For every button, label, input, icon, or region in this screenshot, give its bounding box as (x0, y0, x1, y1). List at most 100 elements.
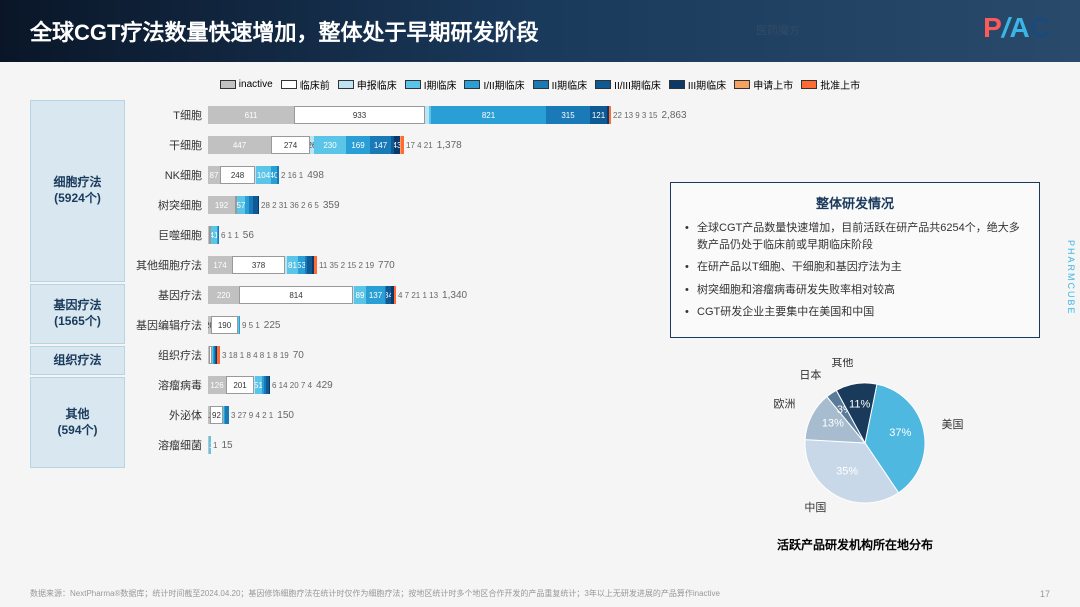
bar-segment: 137 (366, 286, 385, 304)
bar-segment (277, 166, 279, 184)
bar-segment: 126 (208, 376, 226, 394)
bar-total: 225 (264, 320, 281, 331)
legend-label: II期临床 (552, 77, 588, 92)
bar-segment: 447 (208, 136, 271, 154)
bar-segment (401, 136, 404, 154)
bar-tiny-labels: 4 7 21 1 13 (398, 291, 438, 300)
bar-segment: 87 (208, 166, 220, 184)
bar-tiny-labels: 2 16 1 (281, 171, 303, 180)
bar-total: 56 (243, 230, 254, 241)
bar-label: 干细胞 (133, 137, 208, 153)
bar-container: 3 18 1 8 4 8 1 8 19 70 (208, 346, 687, 364)
bar-row: 组织疗法 3 18 1 8 4 8 1 8 19 70 (133, 340, 687, 370)
bar-container: 12115 (208, 436, 687, 454)
legend-swatch (669, 80, 685, 89)
bar-tiny-labels: 9 5 1 (242, 321, 260, 330)
bar-segment: 169 (346, 136, 370, 154)
info-item: 树突细胞和溶瘤病毒研发失败率相对较高 (685, 282, 1025, 299)
footnote: 数据来源：NextPharma®数据库；统计时间截至2024.04.20；基因修… (30, 588, 720, 599)
legend-label: 临床前 (300, 77, 330, 92)
bar-segment: 220 (208, 286, 239, 304)
header: 全球CGT疗法数量快速增加，整体处于早期研发阶段 医药魔方 P/AC (0, 0, 1080, 62)
legend-label: III期临床 (688, 77, 726, 92)
bar-segment (239, 316, 240, 334)
bar-segment: 821 (431, 106, 546, 124)
pie-label: 中国 (804, 500, 826, 513)
bar-total: 15 (221, 440, 232, 451)
watermark: 医药魔方 (756, 22, 800, 38)
pie-label: 其他 (831, 358, 853, 369)
bar-container: 201909 5 1225 (208, 316, 687, 334)
bar-segment (217, 346, 220, 364)
bar-tiny-labels: 3 18 1 8 4 8 1 8 19 (222, 351, 289, 360)
bar-total: 1,378 (437, 140, 462, 151)
bar-segment: 230 (314, 136, 346, 154)
pie-chart: 37%美国35%中国13%欧洲3%日本11%其他 (715, 358, 995, 528)
bar-segment: 192 (208, 196, 235, 214)
bar-row: 其他细胞疗法174378815311 35 2 15 2 19770 (133, 250, 687, 280)
bar-segment: 51 (255, 376, 262, 394)
bar-container: 174378815311 35 2 15 2 19770 (208, 256, 687, 274)
info-item: 在研产品以T细胞、干细胞和基因疗法为主 (685, 259, 1025, 276)
bar-segment: 378 (232, 256, 285, 274)
bar-total: 770 (378, 260, 395, 271)
bar-tiny-labels: 3 27 9 4 2 1 (231, 411, 273, 420)
pie-label: 欧洲 (773, 397, 795, 410)
bar-row: 巨噬细胞416 1 156 (133, 220, 687, 250)
bar-segment: 92 (210, 406, 223, 424)
legend-swatch (464, 80, 480, 89)
bar-label: T细胞 (133, 107, 208, 123)
bar-total: 70 (293, 350, 304, 361)
bar-segment (609, 106, 611, 124)
bar-container: 61193382131512122 13 9 3 152,863 (208, 106, 687, 124)
bar-segment (269, 376, 270, 394)
info-item: 全球CGT产品数量快速增加，目前活跃在研产品共6254个，绝大多数产品仍处于临床… (685, 220, 1025, 253)
bar-segment: 611 (208, 106, 294, 124)
bar-label: NK细胞 (133, 167, 208, 183)
bar-row: 基因疗法22081489137344 7 21 1 131,340 (133, 280, 687, 310)
legend-swatch (281, 80, 297, 89)
bar-label: 基因编辑疗法 (133, 317, 208, 333)
bar-total: 429 (316, 380, 333, 391)
bar-segment (394, 286, 396, 304)
bar-segment: 814 (239, 286, 353, 304)
bar-label: 组织疗法 (133, 347, 208, 363)
bar-row: 溶瘤细菌12115 (133, 430, 687, 460)
info-title: 整体研发情况 (685, 193, 1025, 212)
info-item: CGT研发企业主要集中在美国和中国 (685, 304, 1025, 321)
bar-total: 150 (277, 410, 294, 421)
bar-label: 溶瘤细菌 (133, 437, 208, 453)
info-list: 全球CGT产品数量快速增加，目前活跃在研产品共6254个，绝大多数产品仍处于临床… (685, 220, 1025, 321)
bar-container: 12923 27 9 4 2 1150 (208, 406, 687, 424)
legend-item: I/II期临床 (464, 77, 524, 92)
bar-segment (314, 256, 317, 274)
bar-segment: 201 (226, 376, 254, 394)
legend-item: II期临床 (533, 77, 588, 92)
bar-container: 22081489137344 7 21 1 131,340 (208, 286, 687, 304)
bar-segment: 147 (370, 136, 391, 154)
bar-container: 87248104402 16 1498 (208, 166, 687, 184)
bar-segment: 190 (211, 316, 238, 334)
bar-segment (258, 196, 259, 214)
bar-label: 其他细胞疗法 (133, 257, 208, 273)
bar-segment: 274 (271, 136, 310, 154)
bar-tiny-labels: 11 35 2 15 2 19 (319, 261, 374, 270)
bar-tiny-labels: 6 1 1 (221, 231, 239, 240)
bar-segment: 53 (298, 256, 305, 274)
category-column: 细胞疗法(5924个)基因疗法(1565个)组织疗法其他(594个) (30, 100, 125, 470)
pie-label: 日本 (799, 367, 821, 381)
bars-column: T细胞61193382131512122 13 9 3 152,863干细胞44… (133, 100, 687, 470)
page-title: 全球CGT疗法数量快速增加，整体处于早期研发阶段 (30, 15, 538, 47)
bar-label: 巨噬细胞 (133, 227, 208, 243)
legend-item: III期临床 (669, 77, 726, 92)
legend-label: I/II期临床 (483, 77, 524, 92)
bar-segment (225, 406, 229, 424)
bar-segment (218, 226, 219, 244)
right-panel: 整体研发情况 全球CGT产品数量快速增加，目前活跃在研产品共6254个，绝大多数… (670, 182, 1040, 553)
bar-container: 126201516 14 20 7 4429 (208, 376, 687, 394)
pie-pct: 13% (822, 417, 844, 429)
pie-pct: 35% (836, 465, 858, 477)
legend-swatch (595, 80, 611, 89)
legend: inactive临床前申报临床I期临床I/II期临床II期临床II/III期临床… (30, 77, 1050, 92)
info-box: 整体研发情况 全球CGT产品数量快速增加，目前活跃在研产品共6254个，绝大多数… (670, 182, 1040, 338)
